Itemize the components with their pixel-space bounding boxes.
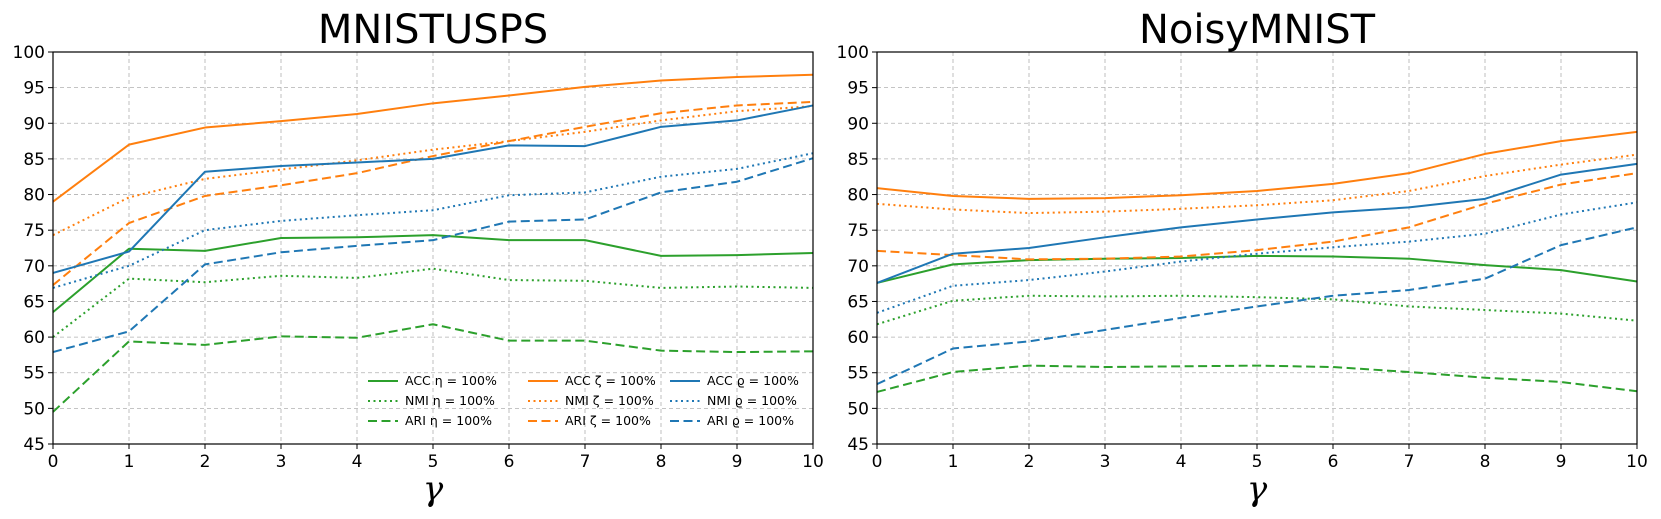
series-line-acc-7 <box>52 104 814 274</box>
y-tick-label: 80 <box>23 186 45 206</box>
series-line-nmi-8 <box>876 201 1638 314</box>
x-tick-label: 5 <box>428 452 439 472</box>
series-line-acc-1 <box>52 234 814 313</box>
legend-label: ARI ζ = 100% <box>565 413 651 428</box>
y-tick-label: 55 <box>847 364 869 384</box>
series-line-ari-6 <box>52 100 814 286</box>
x-tick-label: 2 <box>1024 452 1035 472</box>
y-tick-label: 75 <box>847 221 869 241</box>
series-line-ari-6 <box>876 172 1638 261</box>
y-tick-label: 60 <box>23 328 45 348</box>
series-line-ari-9 <box>52 157 814 354</box>
series-line-acc-4 <box>52 73 814 203</box>
x-axis-label: γ <box>1247 469 1268 509</box>
series-line-ari-3 <box>876 364 1638 393</box>
legend-label: NMI ϱ = 100% <box>707 393 797 408</box>
x-tick-label: 3 <box>276 452 287 472</box>
x-tick-label: 3 <box>1100 452 1111 472</box>
series-line-acc-7 <box>876 162 1638 284</box>
legend-label: ARI ϱ = 100% <box>707 413 794 428</box>
legend: ACC η = 100% NMI η = 100% ARI η = 100% ACC … <box>368 373 799 428</box>
x-tick-label: 6 <box>504 452 515 472</box>
x-tick-label: 2 <box>200 452 211 472</box>
y-tick-label: 90 <box>847 114 869 134</box>
x-tick-label: 8 <box>1480 452 1491 472</box>
x-tick-label: 5 <box>1252 452 1263 472</box>
legend-label: ACC ζ = 100% <box>565 373 656 388</box>
series-line-acc-4 <box>876 130 1638 200</box>
x-tick-label: 4 <box>1176 452 1187 472</box>
x-tick-label: 7 <box>1404 452 1415 472</box>
y-tick-label: 80 <box>847 186 869 206</box>
y-tick-label: 85 <box>847 150 869 170</box>
x-tick-label: 10 <box>802 452 824 472</box>
y-tick-label: 55 <box>23 364 45 384</box>
y-tick-label: 50 <box>23 399 45 419</box>
y-tick-label: 45 <box>847 435 869 455</box>
series-line-nmi-5 <box>876 153 1638 215</box>
x-tick-label: 4 <box>352 452 363 472</box>
series-line-ari-9 <box>876 226 1638 386</box>
series-line-nmi-8 <box>52 152 814 289</box>
x-tick-label: 9 <box>1556 452 1567 472</box>
y-tick-label: 95 <box>847 79 869 99</box>
chart-title: NoisyMNIST <box>1139 7 1376 53</box>
legend-label: NMI η = 100% <box>405 393 495 408</box>
x-tick-label: 7 <box>580 452 591 472</box>
x-tick-label: 10 <box>1626 452 1648 472</box>
y-tick-label: 100 <box>837 43 869 63</box>
series-line-nmi-2 <box>52 267 814 338</box>
x-tick-label: 8 <box>656 452 667 472</box>
y-tick-label: 95 <box>23 79 45 99</box>
y-tick-label: 60 <box>847 328 869 348</box>
legend-label: NMI ζ = 100% <box>565 393 654 408</box>
x-tick-label: 0 <box>48 452 59 472</box>
y-tick-label: 65 <box>847 292 869 312</box>
chart-title: MNISTUSPS <box>318 7 548 53</box>
x-tick-label: 1 <box>948 452 959 472</box>
x-tick-label: 9 <box>732 452 743 472</box>
legend-label: ARI η = 100% <box>405 413 492 428</box>
y-tick-label: 75 <box>23 221 45 241</box>
y-tick-label: 70 <box>23 257 45 277</box>
x-tick-label: 1 <box>124 452 135 472</box>
y-tick-label: 85 <box>23 150 45 170</box>
y-tick-label: 65 <box>23 292 45 312</box>
y-tick-label: 50 <box>847 399 869 419</box>
series-line-ari-3 <box>52 323 814 413</box>
x-tick-label: 6 <box>1328 452 1339 472</box>
y-tick-label: 90 <box>23 114 45 134</box>
x-axis-label: γ <box>423 469 444 509</box>
y-tick-label: 70 <box>847 257 869 277</box>
legend-label: ACC η = 100% <box>405 373 497 388</box>
x-tick-label: 0 <box>872 452 883 472</box>
legend-label: ACC ϱ = 100% <box>707 373 799 388</box>
y-tick-label: 45 <box>23 435 45 455</box>
y-tick-label: 100 <box>13 43 45 63</box>
